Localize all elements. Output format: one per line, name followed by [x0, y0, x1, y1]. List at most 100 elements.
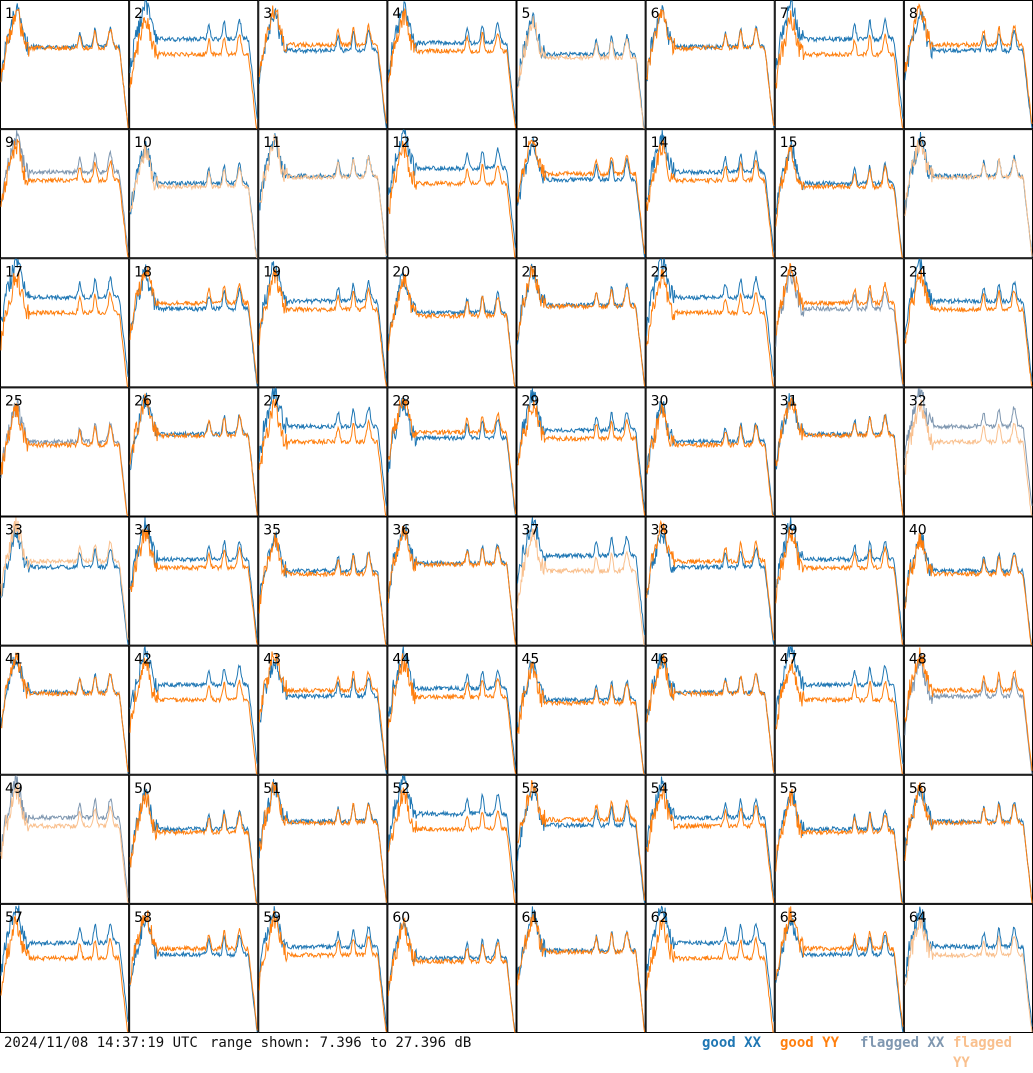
panel-frame	[774, 129, 904, 259]
panel-label: 36	[392, 523, 410, 539]
series-yy-line	[517, 139, 646, 254]
panel-frame	[903, 774, 1033, 904]
legend-good-xx: good XX	[702, 1035, 762, 1051]
panel-label: 10	[134, 135, 152, 151]
series-yy-line	[517, 780, 646, 901]
panel-52: 52	[387, 774, 517, 904]
series-xx-line	[129, 0, 258, 119]
panel-frame	[258, 645, 388, 775]
series-xx-line	[775, 266, 904, 387]
panel-32: 32	[903, 387, 1033, 517]
panel-13: 13	[516, 129, 646, 259]
panel-59: 59	[258, 903, 388, 1033]
panel-label: 29	[522, 393, 540, 409]
panel-19: 19	[258, 258, 388, 388]
series-yy-line	[0, 403, 129, 516]
panel-frame	[516, 774, 646, 904]
legend-flagged-yy: flagged YY	[953, 1035, 1013, 1071]
panel-46: 46	[645, 645, 775, 775]
panel-34: 34	[129, 516, 259, 646]
series-yy-line	[904, 3, 1033, 125]
legend-good-yy: good YY	[780, 1035, 840, 1051]
series-yy-line	[129, 790, 258, 904]
panel-40: 40	[903, 516, 1033, 646]
panel-label: 59	[263, 910, 281, 926]
series-yy-line	[517, 528, 645, 646]
panel-31: 31	[774, 387, 904, 517]
panel-label: 44	[392, 652, 410, 668]
panel-23: 23	[774, 258, 904, 388]
panel-18: 18	[129, 258, 259, 388]
series-yy-line	[258, 910, 387, 1033]
panel-44: 44	[387, 645, 517, 775]
series-xx-line	[129, 646, 258, 765]
panel-frame	[903, 258, 1033, 388]
series-yy-line	[904, 532, 1032, 646]
panel-frame	[645, 387, 775, 517]
series-xx-line	[775, 917, 904, 1033]
panel-15: 15	[774, 129, 904, 259]
series-yy-line	[129, 528, 258, 645]
panel-label: 48	[909, 652, 927, 668]
panel-label: 11	[263, 135, 281, 151]
series-yy-line	[129, 145, 258, 258]
series-yy-line	[0, 517, 129, 640]
panel-62: 62	[645, 903, 775, 1033]
panel-label: 61	[522, 910, 540, 926]
panel-label: 5	[522, 6, 531, 22]
panel-label: 13	[522, 135, 540, 151]
panel-49: 49	[0, 774, 130, 904]
series-yy-line	[129, 266, 258, 384]
panel-label: 39	[780, 523, 798, 539]
panel-label: 14	[651, 135, 669, 151]
panel-36: 36	[387, 516, 517, 646]
panel-label: 35	[263, 523, 281, 539]
panel-55: 55	[774, 774, 904, 904]
series-xx-line	[387, 129, 516, 248]
panel-label: 34	[134, 523, 152, 539]
series-xx-line	[517, 517, 646, 635]
panel-label: 7	[780, 6, 789, 22]
panel-28: 28	[387, 387, 517, 517]
series-yy-line	[0, 915, 129, 1033]
panel-1: 1	[0, 0, 130, 130]
series-xx-line	[904, 906, 1033, 1027]
series-yy-line	[517, 661, 645, 775]
panel-38: 38	[645, 516, 775, 646]
panel-frame	[645, 645, 775, 775]
panel-frame	[0, 387, 130, 517]
panel-label: 56	[909, 781, 927, 797]
series-yy-line	[775, 10, 904, 129]
panel-45: 45	[516, 645, 646, 775]
panel-frame	[774, 903, 904, 1033]
series-yy-line	[775, 788, 903, 904]
series-xx-line	[0, 130, 129, 253]
panel-label: 63	[780, 910, 798, 926]
panel-64: 64	[903, 903, 1033, 1033]
panel-41: 41	[0, 645, 130, 775]
panel-47: 47	[774, 645, 904, 775]
panel-frame	[129, 129, 259, 259]
panel-frame	[903, 516, 1033, 646]
series-yy-line	[129, 393, 258, 516]
panel-frame	[516, 129, 646, 259]
panel-frame	[387, 0, 517, 130]
panel-frame	[258, 387, 388, 517]
panel-label: 31	[780, 393, 798, 409]
panel-frame	[516, 258, 646, 388]
panel-frame	[645, 774, 775, 904]
panel-label: 23	[780, 264, 798, 280]
panel-56: 56	[903, 774, 1033, 904]
series-yy-line	[0, 652, 129, 773]
series-yy-line	[646, 519, 775, 641]
panel-2: 2	[129, 0, 259, 130]
panel-label: 64	[909, 910, 927, 926]
panel-frame	[129, 258, 259, 388]
series-yy-line	[904, 916, 1033, 1033]
series-xx-line	[0, 905, 129, 1023]
series-yy-line	[387, 526, 516, 645]
panel-frame	[0, 774, 130, 904]
panel-label: 9	[5, 135, 14, 151]
panel-label: 8	[909, 6, 918, 22]
series-xx-line	[387, 646, 516, 769]
